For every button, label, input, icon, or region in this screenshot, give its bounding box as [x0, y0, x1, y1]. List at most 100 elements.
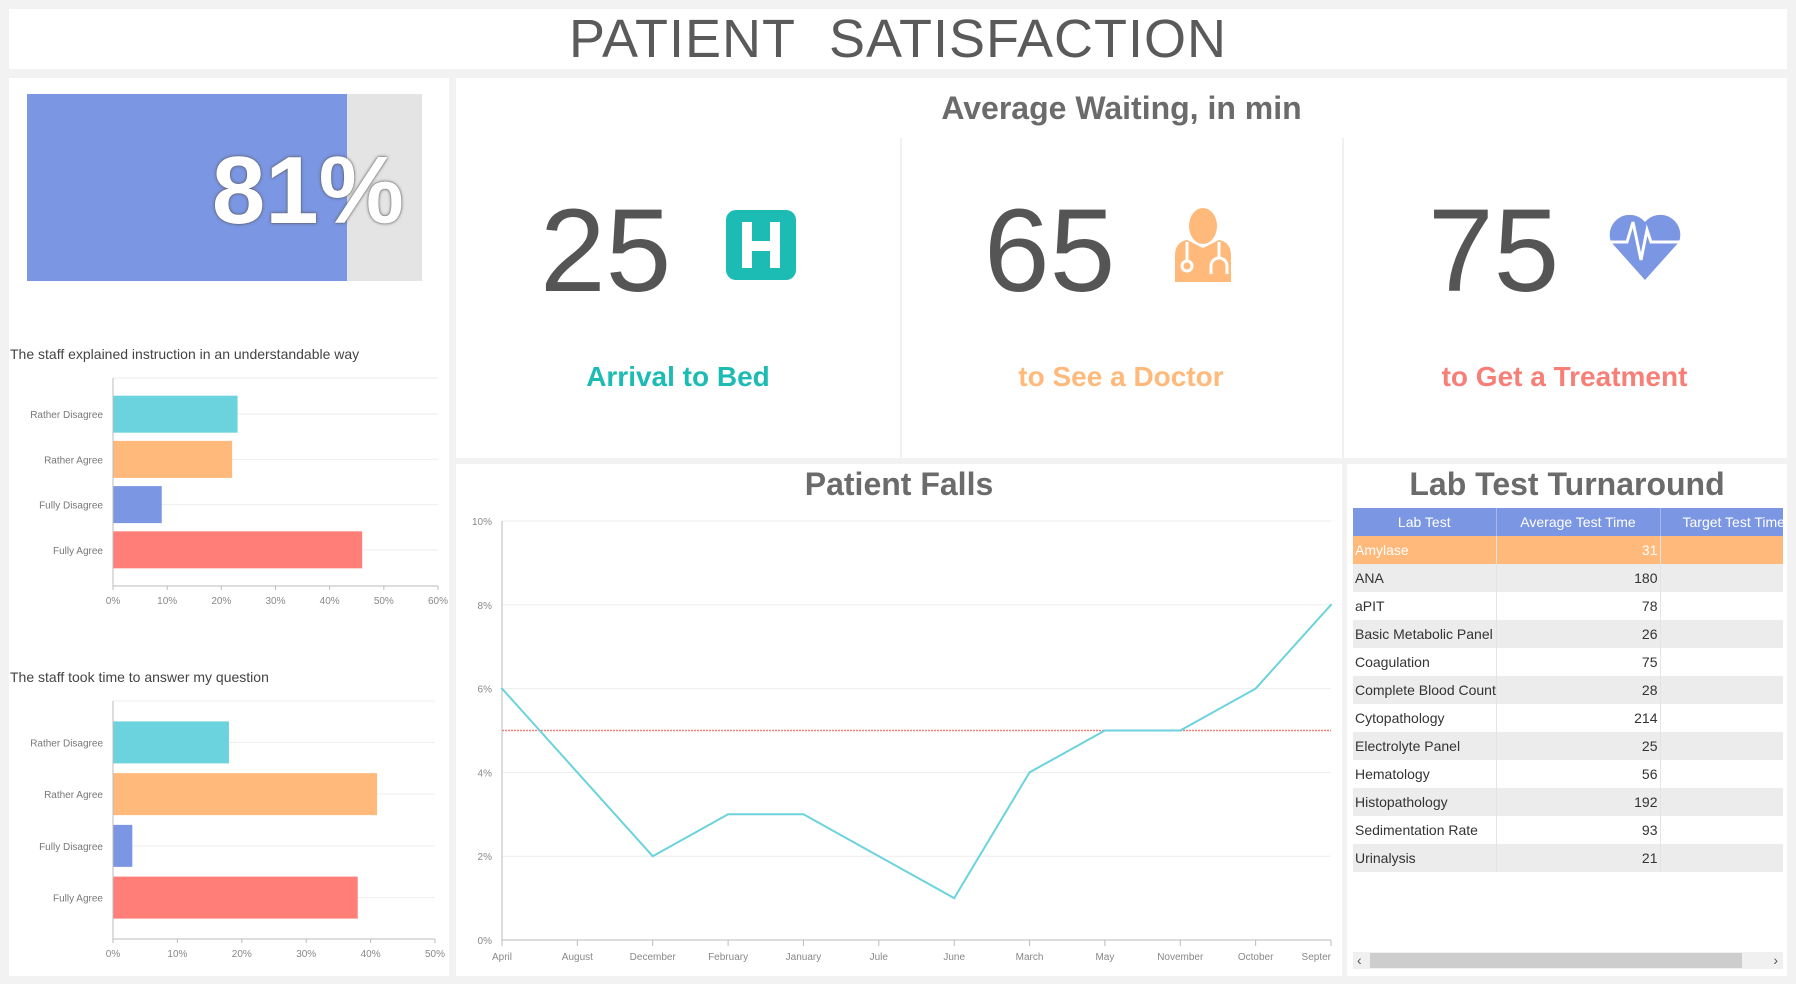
tick-label: 30%: [296, 949, 316, 960]
target-time-cell: [1660, 788, 1783, 816]
lab-test-cell: Sedimentation Rate: [1353, 816, 1497, 844]
category-label: Fully Disagree: [39, 842, 103, 853]
table-row[interactable]: Complete Blood Count 28: [1353, 676, 1783, 704]
bar-fully-disagree: [113, 824, 133, 867]
tick-label: 40%: [320, 596, 340, 607]
column-header-target-time[interactable]: Target Test Time: [1660, 508, 1783, 536]
bar-fully-disagree: [113, 486, 162, 524]
lab-test-cell: Electrolyte Panel: [1353, 732, 1497, 760]
x-tick-label: April: [492, 952, 512, 963]
y-tick-label: 10%: [472, 517, 492, 528]
data-point: [651, 855, 654, 858]
lab-test-cell: Amylase: [1353, 536, 1497, 564]
table-row[interactable]: Electrolyte Panel 25: [1353, 732, 1783, 760]
lab-table: Lab Test Average Test Time Target Test T…: [1353, 508, 1783, 872]
kpi-see-doctor: 65 to See a Doctor: [900, 78, 1342, 458]
lab-title: Lab Test Turnaround: [1409, 466, 1725, 502]
y-tick-label: 8%: [478, 601, 493, 612]
satisfaction-value: 81%: [211, 137, 404, 244]
table-row[interactable]: Cytopathology 214: [1353, 704, 1783, 732]
y-tick-label: 6%: [478, 685, 493, 696]
scrollbar-thumb[interactable]: [1370, 953, 1742, 968]
kpi-arrival-to-bed: 25 Arrival to Bed: [456, 78, 900, 458]
average-time-cell: 28: [1496, 676, 1661, 704]
scroll-right-button[interactable]: ›: [1773, 952, 1778, 968]
tick-label: 50%: [425, 949, 445, 960]
target-time-cell: [1660, 648, 1783, 676]
data-point: [1330, 603, 1332, 606]
table-row[interactable]: Coagulation 75: [1353, 648, 1783, 676]
x-tick-label: June: [943, 952, 965, 963]
waiting-panel: Average Waiting, in min 25 Arrival to Be…: [456, 78, 1787, 458]
survey-chart-1: Rather Disagree Rather Agree Fully Disagre…: [30, 377, 448, 607]
target-time-cell: [1660, 564, 1783, 592]
x-tick-label: February: [708, 952, 748, 963]
target-time-cell: [1660, 844, 1783, 872]
x-tick-label: October: [1238, 952, 1274, 963]
patient-falls-panel: Patient Falls 0% 2% 4% 6% 8% 10% April August De…: [456, 464, 1342, 976]
data-point: [877, 855, 880, 858]
waiting-title: Average Waiting, in min: [941, 90, 1302, 126]
average-time-cell: 78: [1496, 592, 1661, 620]
y-tick-label: 0%: [478, 936, 493, 947]
heartbeat-icon: [1609, 214, 1681, 280]
satisfaction-fill: [27, 94, 347, 281]
average-time-cell: 93: [1496, 816, 1661, 844]
tick-label: 30%: [265, 596, 285, 607]
patient-falls-chart: 0% 2% 4% 6% 8% 10% April August December February…: [472, 517, 1332, 963]
average-time-cell: 75: [1496, 648, 1661, 676]
tick-label: 0%: [106, 596, 121, 607]
table-row[interactable]: Hematology 56: [1353, 760, 1783, 788]
category-label: Rather Disagree: [30, 410, 103, 421]
column-header-average-time[interactable]: Average Test Time: [1496, 508, 1661, 536]
bar-rather-agree: [113, 440, 233, 478]
survey-chart-2: Rather Disagree Rather Agree Fully Disagre…: [30, 700, 445, 960]
tick-label: 10%: [157, 596, 177, 607]
hospital-icon: [726, 210, 796, 280]
tick-label: 50%: [374, 596, 394, 607]
table-row[interactable]: Basic Metabolic Panel 26: [1353, 620, 1783, 648]
lab-table-viewport: Lab Test Average Test Time Target Test T…: [1353, 508, 1783, 928]
column-header-lab-test[interactable]: Lab Test: [1353, 508, 1497, 536]
lab-test-cell: Urinalysis: [1353, 844, 1497, 872]
lab-panel: Lab Test Turnaround Lab Test Average Tes…: [1347, 464, 1787, 976]
x-tick-label: May: [1095, 952, 1114, 963]
horizontal-scrollbar[interactable]: ‹ ›: [1353, 952, 1783, 969]
kpi-value: 25: [540, 185, 672, 317]
data-point: [1179, 729, 1182, 732]
average-time-cell: 56: [1496, 760, 1661, 788]
data-point: [953, 897, 956, 900]
kpi-value: 75: [1428, 185, 1560, 317]
kpi-label: Arrival to Bed: [586, 361, 770, 392]
tick-label: 60%: [428, 596, 448, 607]
target-time-cell: [1660, 816, 1783, 844]
tick-label: 20%: [232, 949, 252, 960]
target-time-cell: [1660, 536, 1783, 564]
table-row[interactable]: aPIT 78: [1353, 592, 1783, 620]
y-tick-label: 4%: [478, 768, 493, 779]
table-row[interactable]: Sedimentation Rate 93: [1353, 816, 1783, 844]
bar-rather-agree: [113, 773, 378, 816]
average-time-cell: 31: [1496, 536, 1661, 564]
table-row[interactable]: Histopathology 192: [1353, 788, 1783, 816]
target-time-cell: [1660, 760, 1783, 788]
kpi-value: 65: [984, 185, 1116, 317]
table-row[interactable]: ANA 180: [1353, 564, 1783, 592]
lab-test-cell: Coagulation: [1353, 648, 1497, 676]
kpi-get-treatment: 75 to Get a Treatment: [1342, 78, 1787, 458]
x-tick-label: August: [562, 952, 593, 963]
tick-label: 20%: [211, 596, 231, 607]
average-time-cell: 180: [1496, 564, 1661, 592]
target-time-cell: [1660, 704, 1783, 732]
x-tick-label: November: [1157, 952, 1204, 963]
x-tick-label: Septer: [1302, 952, 1332, 963]
patient-falls-title: Patient Falls: [804, 466, 994, 502]
table-row[interactable]: Amylase 31: [1353, 536, 1783, 564]
falls-series-line: [501, 604, 1332, 900]
category-label: Fully Disagree: [39, 501, 103, 512]
y-tick-label: 2%: [478, 852, 493, 863]
doctor-icon: [1175, 208, 1231, 282]
table-row[interactable]: Urinalysis 21: [1353, 844, 1783, 872]
tick-label: 40%: [361, 949, 381, 960]
scroll-left-button[interactable]: ‹: [1357, 952, 1362, 968]
